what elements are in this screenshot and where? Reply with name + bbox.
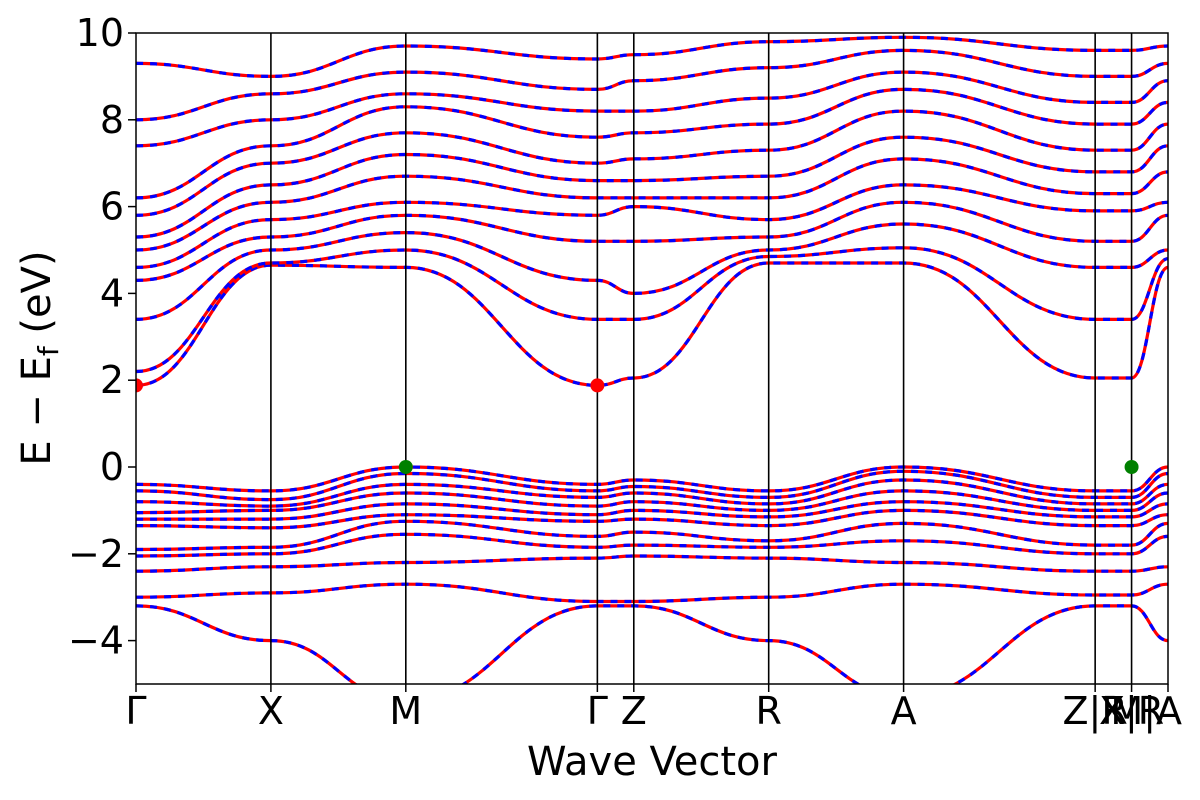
band-line-8-spin-down	[136, 554, 1168, 573]
y-tick-label: −2	[68, 532, 124, 576]
kpoint-lines	[270, 33, 1133, 684]
y-tick-label: 4	[100, 271, 124, 315]
band-line-10-spin-up	[136, 604, 1168, 684]
band-line-17-spin-up	[136, 135, 1168, 239]
y-axis-title-unit: (eV)	[14, 250, 60, 346]
plot-frame	[135, 32, 1169, 685]
y-tick-label: −4	[68, 619, 124, 663]
x-tick-label: Γ	[587, 689, 608, 733]
band-line-9-spin-down	[136, 582, 1168, 604]
cbm-marker-0	[136, 378, 143, 393]
x-tick-label: M	[389, 689, 422, 733]
band-line-11-spin-down	[136, 261, 1168, 388]
y-tick-label: 2	[100, 358, 124, 402]
band-line-5-spin-down	[136, 508, 1168, 530]
x-tick-label: R	[755, 689, 781, 733]
x-tick-label: M|A	[1110, 689, 1182, 734]
x-tick-label: Z	[621, 689, 647, 733]
y-axis-title-main: E − E	[14, 356, 60, 466]
vbm-marker-0	[398, 460, 413, 474]
band-line-22-spin-up	[136, 35, 1168, 79]
band-line-20-spin-down	[136, 70, 1168, 148]
x-tick-label: Γ	[125, 689, 146, 733]
band-line-13-spin-up	[136, 222, 1168, 321]
x-tick-label: A	[891, 689, 917, 733]
bands-layer	[136, 35, 1168, 684]
y-tick-label: 10	[76, 11, 124, 55]
y-tick-label: 8	[100, 98, 124, 142]
y-tick-label: 6	[100, 185, 124, 229]
x-tick-label: Z|R	[1063, 689, 1128, 734]
cbm-marker-1	[590, 378, 605, 393]
band-line-11-spin-up	[136, 261, 1168, 388]
y-axis-title-sub: f	[32, 345, 65, 356]
band-line-8-spin-up	[136, 554, 1168, 573]
band-line-13-spin-down	[136, 222, 1168, 321]
x-tick-label: X	[258, 689, 284, 733]
band-line-22-spin-down	[136, 35, 1168, 79]
band-line-17-spin-down	[136, 135, 1168, 239]
band-line-7-spin-down	[136, 532, 1168, 558]
band-line-10-spin-down	[136, 604, 1168, 684]
y-tick-label: 0	[100, 445, 124, 489]
y-axis-ticks: −4 −2 0 2 4 6 8 10	[68, 11, 136, 663]
band-line-14-spin-up	[136, 200, 1168, 282]
y-axis-title: E − Ef (eV)	[14, 250, 65, 465]
x-axis-title: Wave Vector	[527, 739, 778, 785]
band-edge-markers	[136, 378, 1139, 474]
x-axis-ticks: Γ X M Γ Z R A Z|RX|RM|A	[125, 684, 1182, 734]
vbm-marker-1	[1124, 460, 1139, 474]
x-tick-label: X|R	[1099, 689, 1164, 734]
